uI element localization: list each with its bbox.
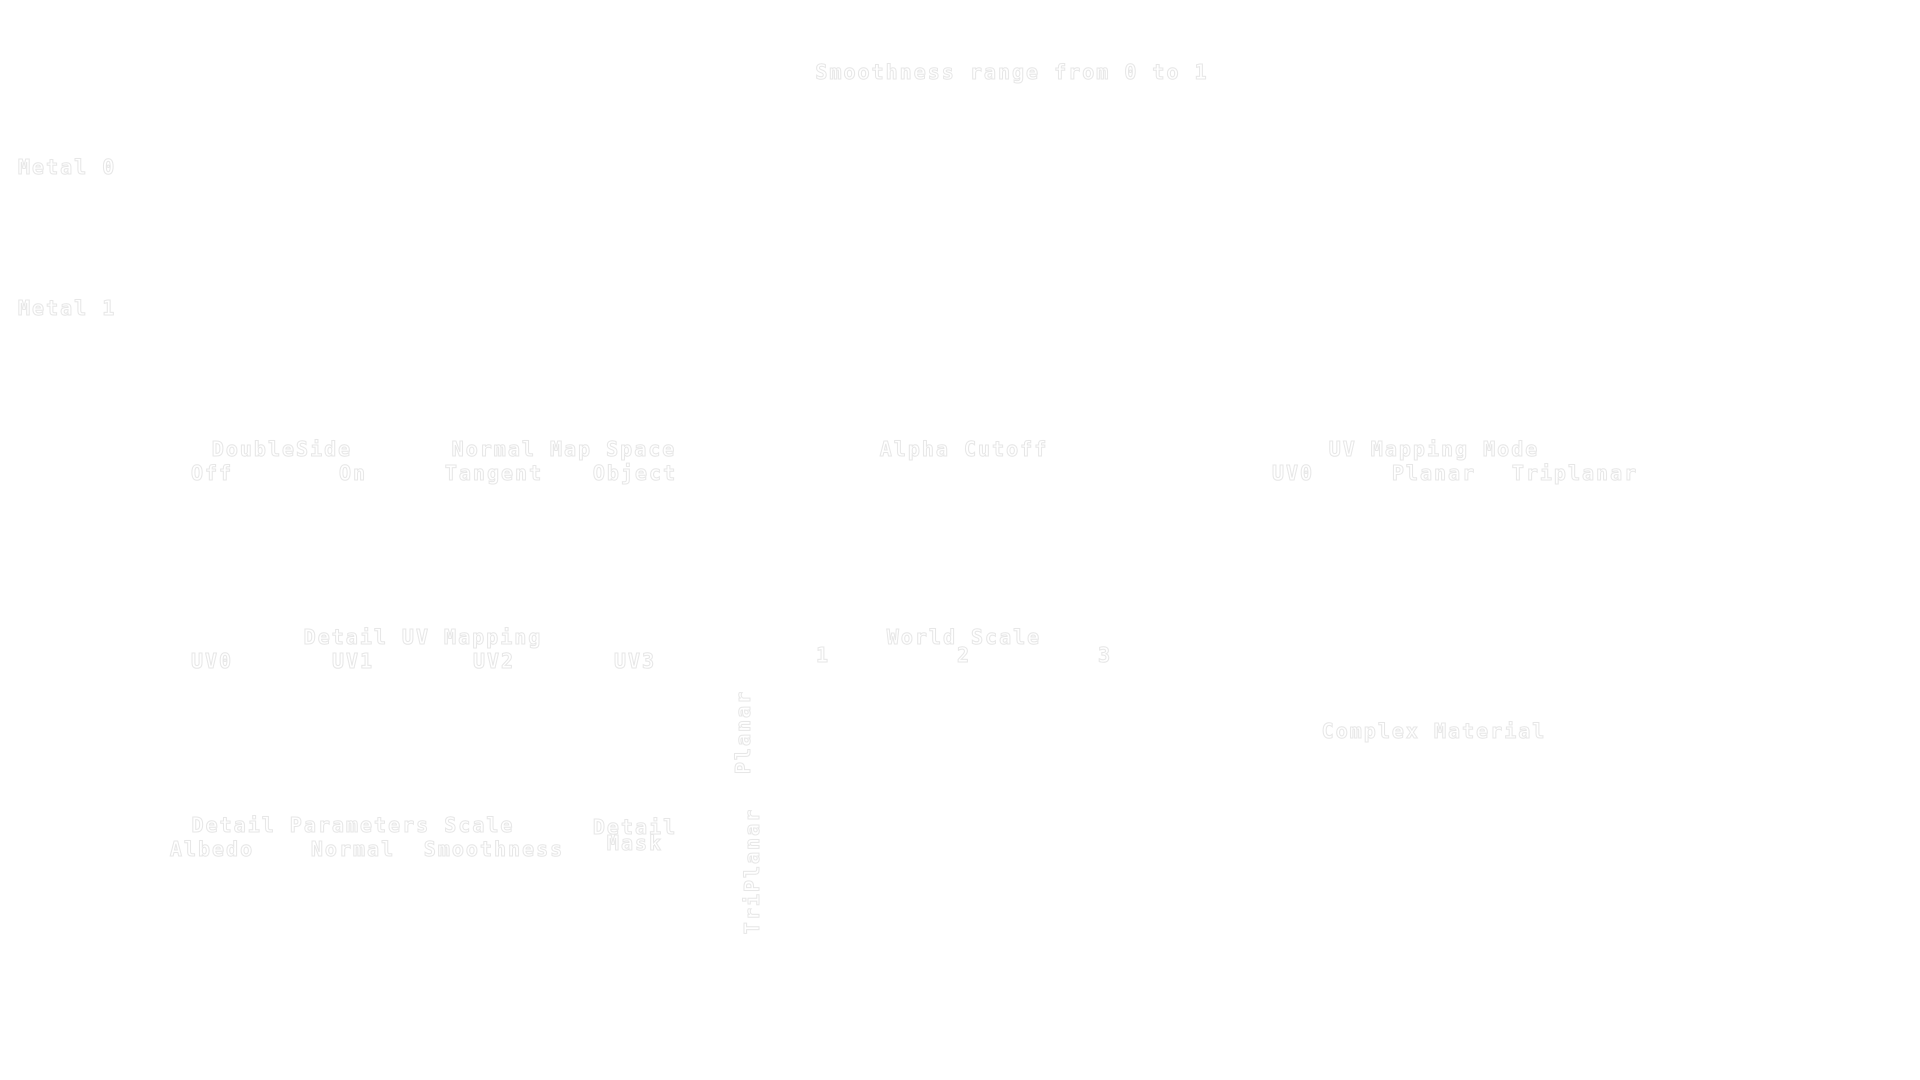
complex-material-title: Complex Material	[1321, 719, 1547, 743]
uv-mapping-mode-triplanar-label: Triplanar	[1511, 461, 1639, 485]
row-label-metal-1: Metal 1	[17, 296, 117, 320]
detail-uv-mapping-title: Detail UV Mapping	[303, 625, 543, 649]
world-scale-title: World Scale	[886, 625, 1042, 649]
detail-uv-mapping-uv3-label: UV3	[613, 649, 657, 673]
uv-mapping-mode-title: UV Mapping Mode	[1328, 437, 1540, 461]
detail-parameters-scale-title: Detail Parameters Scale	[191, 813, 515, 837]
detail-parameters-smoothness-label: Smoothness	[423, 837, 565, 861]
detail-parameters-normal-label: Normal	[310, 837, 396, 861]
alpha-cutoff-title: Alpha Cutoff	[879, 437, 1049, 461]
vertical-label-triplanar: TriPlanar	[740, 807, 765, 935]
row-label-metal-0: Metal 0	[17, 155, 117, 179]
detail-uv-mapping-uv0-label: UV0	[190, 649, 234, 673]
double-side-off-label: Off	[190, 461, 234, 485]
detail-uv-mapping-uv2-label: UV2	[472, 649, 516, 673]
normal-map-space-object-label: Object	[592, 461, 678, 485]
normal-map-space-title: Normal Map Space	[451, 437, 677, 461]
detail-mask-line-1: Detail	[592, 815, 678, 839]
uv-mapping-mode-planar-label: Planar	[1391, 461, 1477, 485]
detail-parameters-albedo-label: Albedo	[169, 837, 255, 861]
uv-mapping-mode-uv0-label: UV0	[1271, 461, 1315, 485]
detail-mask-line-2: Mask	[606, 831, 664, 855]
world-scale-1-label: 1	[815, 643, 831, 667]
double-side-title: DoubleSide	[211, 437, 353, 461]
normal-map-space-tangent-label: Tangent	[444, 461, 544, 485]
world-scale-2-label: 2	[956, 643, 972, 667]
vertical-label-planar: Planar	[731, 689, 756, 775]
detail-uv-mapping-uv1-label: UV1	[331, 649, 375, 673]
double-side-on-label: On	[338, 461, 368, 485]
world-scale-3-label: 3	[1097, 643, 1113, 667]
scene-title: Smoothness range from 0 to 1	[815, 60, 1209, 84]
